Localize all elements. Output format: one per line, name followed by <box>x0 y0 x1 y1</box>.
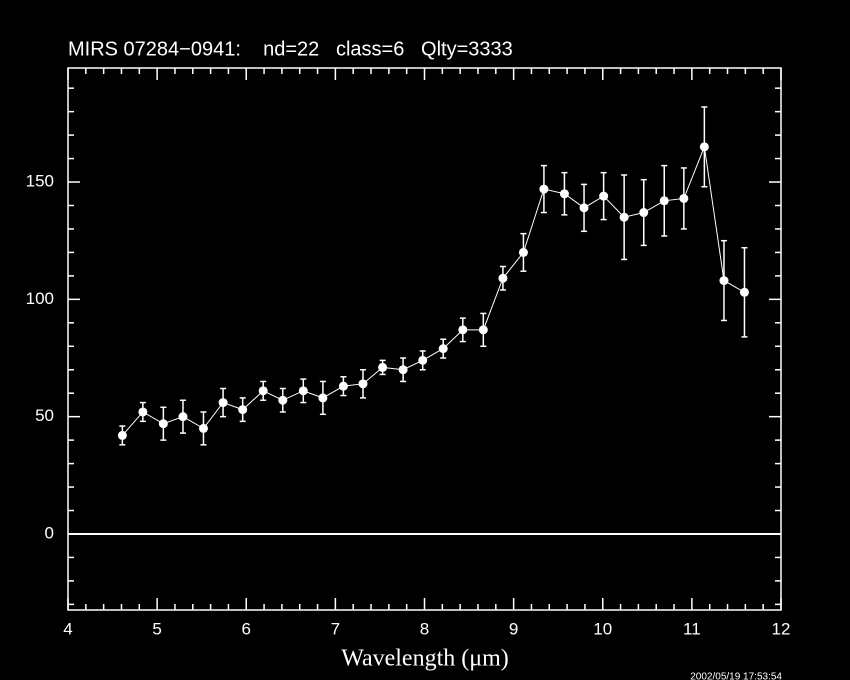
data-point <box>258 386 268 396</box>
data-point <box>458 325 468 335</box>
data-point <box>278 395 288 405</box>
y-tick-label: 100 <box>26 289 54 308</box>
data-point <box>639 208 649 218</box>
x-tick-label: 10 <box>593 619 612 638</box>
x-tick-label: 5 <box>152 619 161 638</box>
data-point <box>438 344 448 354</box>
chart-title: MIRS 07284−0941: nd=22 class=6 Qlty=3333 <box>68 38 513 60</box>
x-tick-label: 4 <box>63 619 72 638</box>
x-tick-label: 12 <box>772 619 791 638</box>
data-point <box>318 393 328 403</box>
data-point <box>599 191 609 201</box>
data-point <box>659 196 669 206</box>
y-tick-label: 0 <box>45 523 54 542</box>
x-tick-label: 7 <box>331 619 340 638</box>
data-point <box>218 398 228 408</box>
data-point <box>358 379 368 389</box>
y-tick-label: 150 <box>26 172 54 191</box>
y-tick-label: 50 <box>35 406 54 425</box>
data-point <box>238 405 248 415</box>
x-axis-label: Wavelength (μm) <box>341 646 509 672</box>
data-point <box>138 407 148 417</box>
data-point <box>158 419 168 429</box>
data-point <box>559 189 569 199</box>
data-point <box>619 212 629 222</box>
data-point <box>739 287 749 297</box>
data-point <box>178 412 188 422</box>
data-point <box>378 362 388 372</box>
data-point <box>518 247 528 257</box>
x-tick-label: 11 <box>683 619 701 638</box>
data-point <box>719 276 729 286</box>
x-tick-label: 9 <box>509 619 518 638</box>
data-point <box>398 365 408 375</box>
data-point <box>298 386 308 396</box>
timestamp: 2002/05/19 17:53:54 <box>690 672 782 680</box>
x-tick-label: 8 <box>420 619 429 638</box>
data-point <box>498 273 508 283</box>
data-point <box>699 142 709 152</box>
data-point <box>478 325 488 335</box>
data-point <box>579 203 589 213</box>
data-point <box>418 355 428 365</box>
data-point <box>679 193 689 203</box>
data-point <box>117 430 127 440</box>
data-point <box>198 423 208 433</box>
x-tick-label: 6 <box>242 619 251 638</box>
data-point <box>338 381 348 391</box>
data-point <box>539 184 549 194</box>
